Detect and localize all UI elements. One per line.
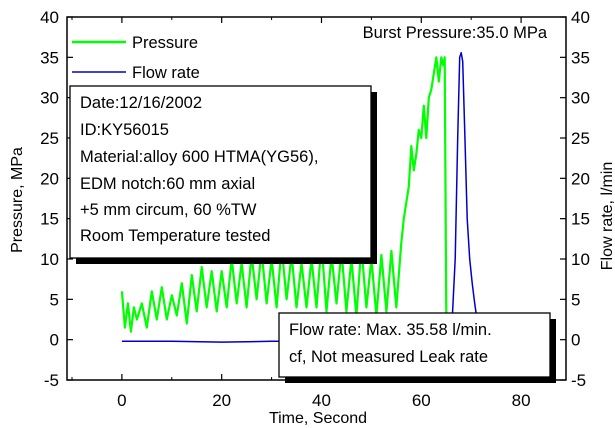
y-right-tick-label: 5: [571, 290, 580, 309]
y-right-tick-label: 35: [571, 48, 590, 67]
info-line-temperature: Room Temperature tested: [80, 227, 270, 245]
y-right-tick-label: -5: [571, 371, 586, 390]
y-axis-right-title: Flow rate, l/min: [599, 162, 615, 270]
x-tick-label: 20: [212, 391, 231, 410]
y-right-tick-label: 15: [571, 210, 590, 229]
x-axis-title: Time, Second: [269, 410, 367, 427]
note-box: Flow rate: Max. 35.58 l/min. cf, Not mea…: [278, 312, 556, 383]
info-line-circum: +5 mm circum, 60 %TW: [80, 201, 257, 219]
y-right-tick-label: 25: [571, 129, 590, 148]
y-right-tick-label: 10: [571, 250, 590, 269]
info-line-edm-notch: EDM notch:60 mm axial: [80, 175, 255, 193]
legend-label-flow-rate: Flow rate: [132, 64, 200, 82]
note-line-leak: cf, Not measured Leak rate: [289, 348, 488, 366]
x-tick-label: 80: [512, 391, 531, 410]
y-left-tick-label: 10: [40, 250, 59, 269]
info-line-material: Material:alloy 600 HTMA(YG56),: [80, 148, 318, 166]
burst-pressure-annotation: Burst Pressure:35.0 MPa: [363, 24, 548, 42]
x-tick-label: 40: [312, 391, 331, 410]
info-line-id: ID:KY56015: [80, 121, 169, 139]
y-right-tick-label: 0: [571, 331, 580, 350]
y-left-tick-label: 30: [40, 89, 59, 108]
note-line-max: Flow rate: Max. 35.58 l/min.: [289, 321, 492, 339]
y-left-tick-label: 0: [50, 331, 59, 350]
y-left-tick-label: -5: [44, 371, 59, 390]
info-box: Date:12/16/2002 ID:KY56015 Material:allo…: [69, 85, 377, 264]
info-box-body: [69, 85, 372, 259]
note-box-body: [278, 312, 551, 378]
y-right-tick-label: 40: [571, 8, 590, 27]
y-left-tick-label: 20: [40, 169, 59, 188]
y-left-tick-label: 25: [40, 129, 59, 148]
y-right-tick-label: 30: [571, 89, 590, 108]
y-right-tick-label: 20: [571, 169, 590, 188]
legend: Pressure Flow rate: [72, 34, 200, 82]
series-line-pressure: [120, 56, 449, 381]
x-tick-label: 0: [117, 391, 126, 410]
info-line-date: Date:12/16/2002: [80, 94, 202, 112]
y-left-tick-label: 15: [40, 210, 59, 229]
y-axis-left-title: Pressure, MPa: [9, 147, 26, 253]
legend-label-pressure: Pressure: [132, 34, 198, 52]
axis-ticks: 0 20 40 60 80 -5 0 5 10 15 20 25 30 35 40 -5 0 5 10 15 20 25 3…: [40, 8, 590, 410]
y-left-tick-label: 35: [40, 48, 59, 67]
y-left-tick-label: 40: [40, 8, 59, 27]
x-tick-label: 60: [412, 391, 431, 410]
y-left-tick-label: 5: [50, 290, 59, 309]
